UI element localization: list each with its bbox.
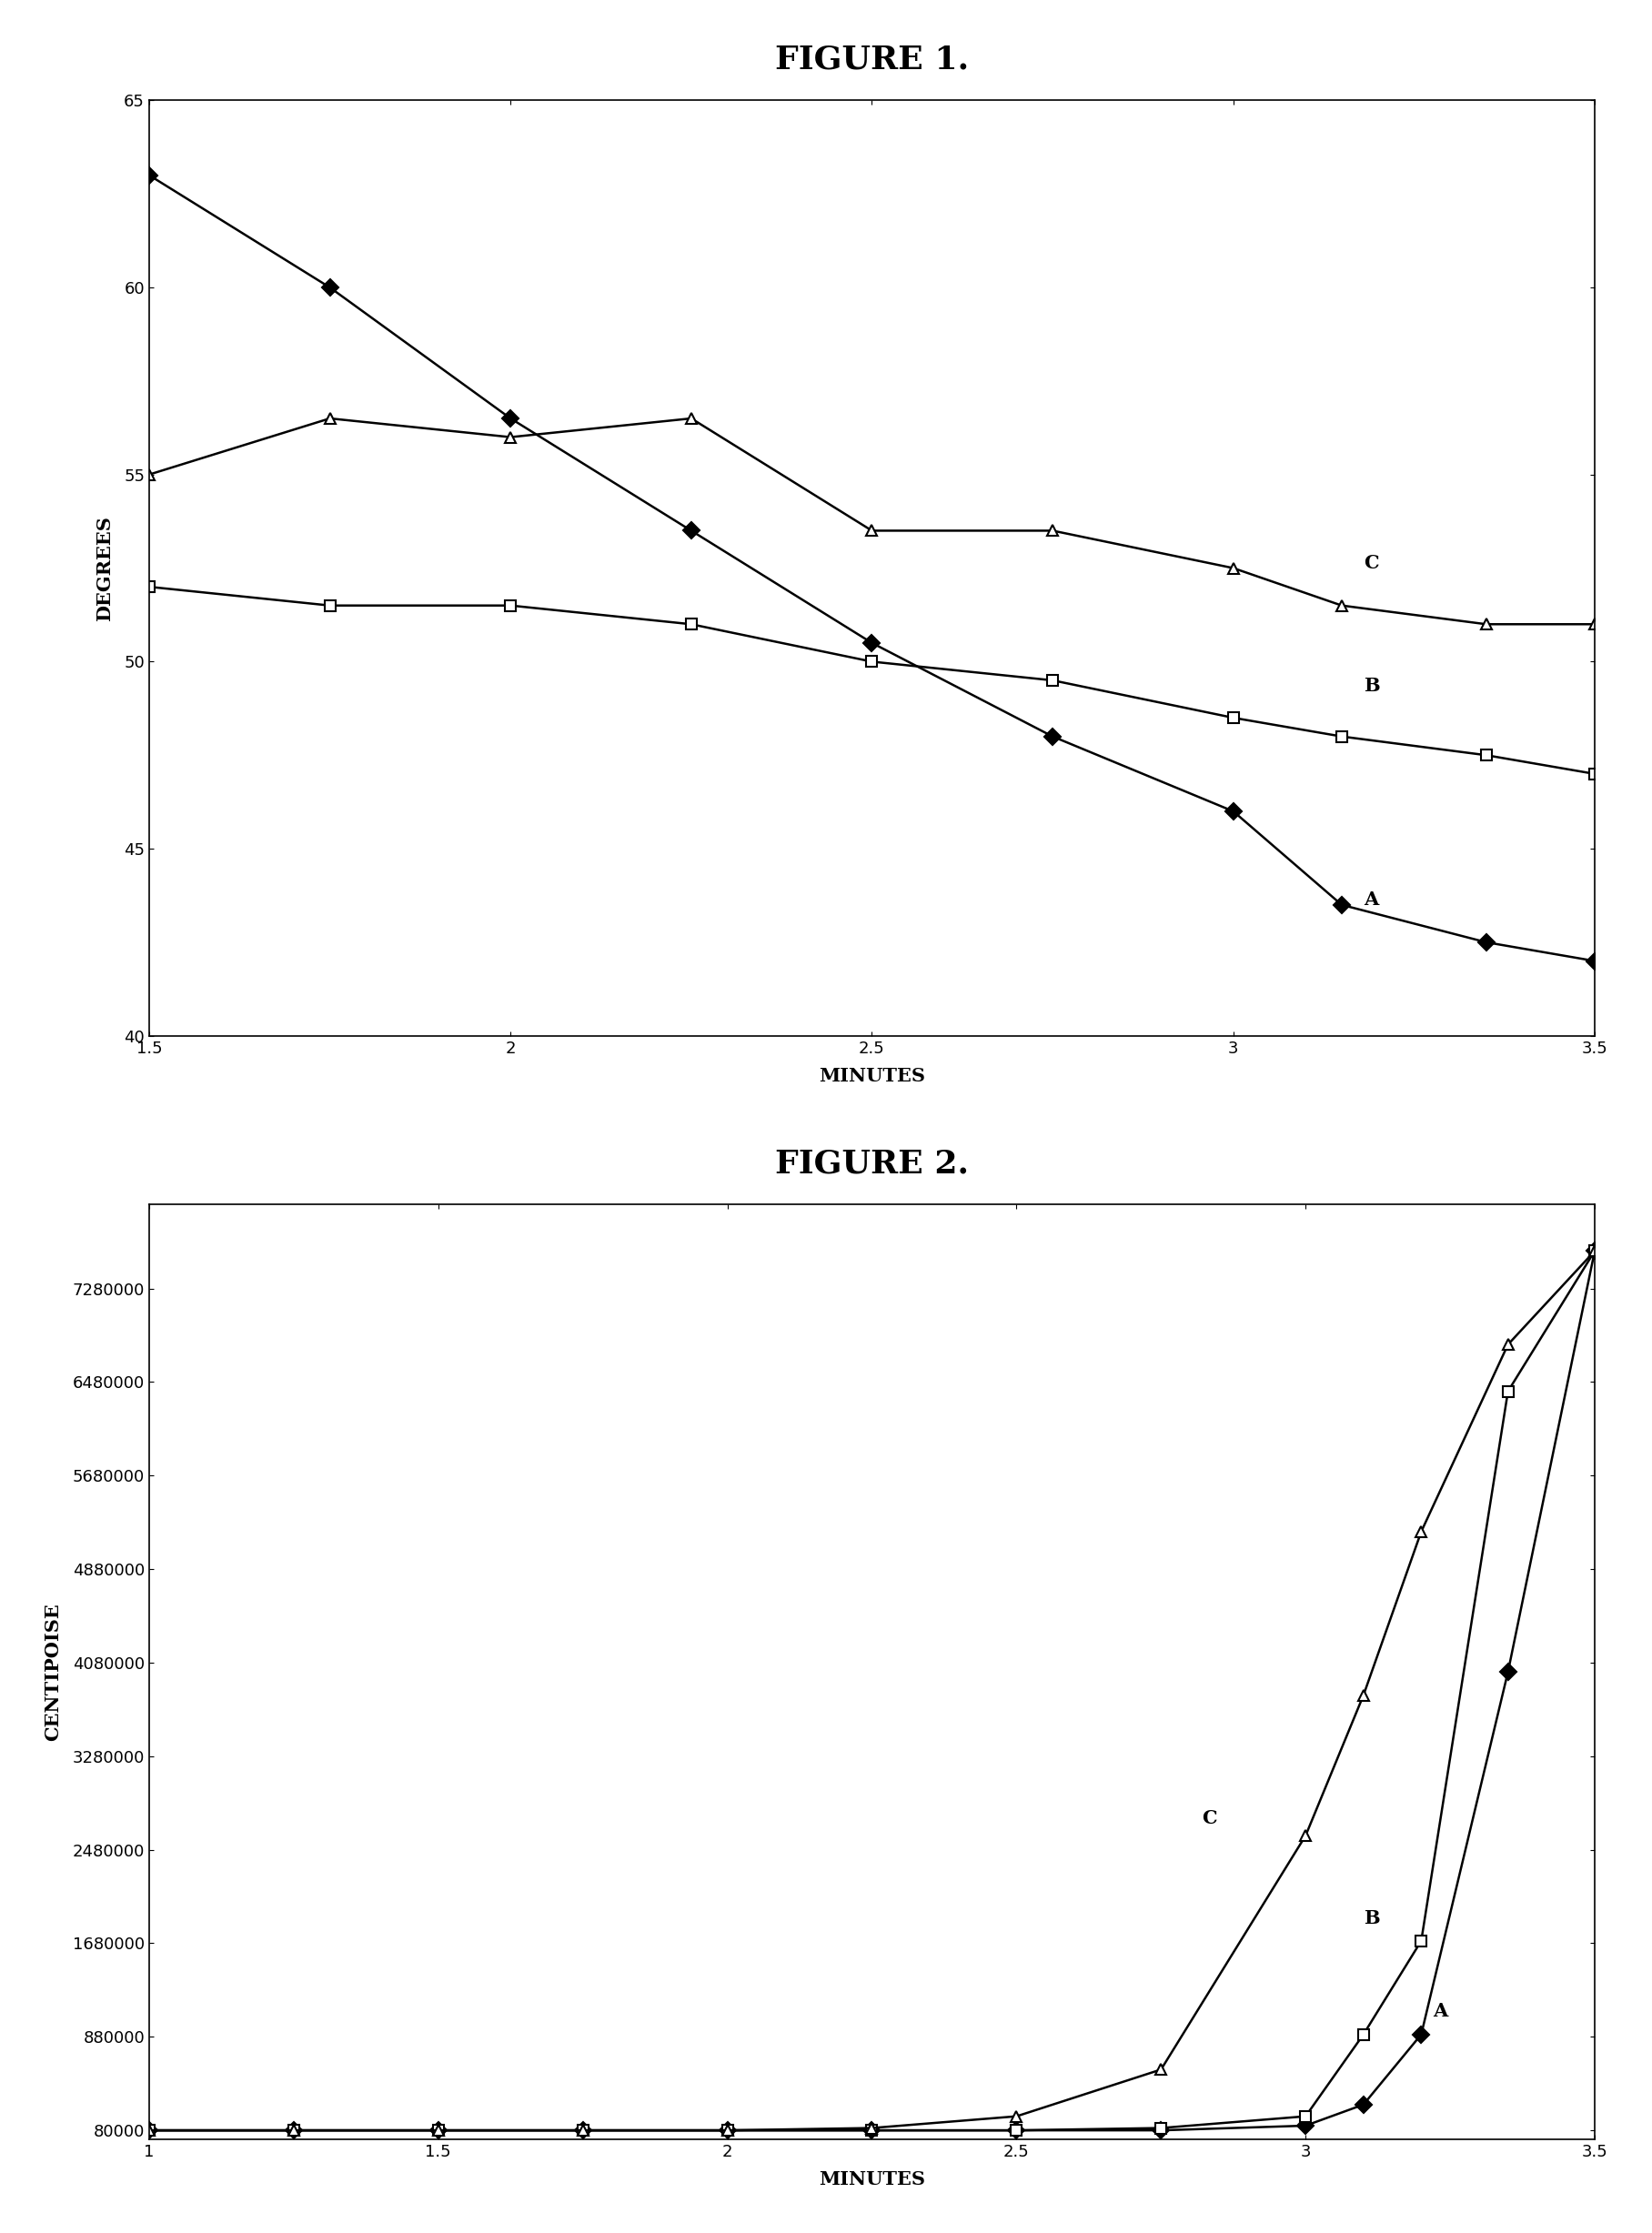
- Text: C: C: [1363, 554, 1378, 572]
- Text: B: B: [1363, 677, 1379, 694]
- Y-axis label: DEGREES: DEGREES: [96, 516, 114, 621]
- Y-axis label: CENTIPOISE: CENTIPOISE: [45, 1603, 63, 1742]
- Title: FIGURE 1.: FIGURE 1.: [775, 45, 968, 76]
- X-axis label: MINUTES: MINUTES: [819, 2170, 925, 2188]
- Text: A: A: [1363, 891, 1378, 909]
- Text: A: A: [1432, 2003, 1447, 2021]
- Title: FIGURE 2.: FIGURE 2.: [775, 1148, 968, 1179]
- Text: B: B: [1363, 1909, 1379, 1927]
- X-axis label: MINUTES: MINUTES: [819, 1067, 925, 1085]
- Text: C: C: [1201, 1809, 1216, 1827]
